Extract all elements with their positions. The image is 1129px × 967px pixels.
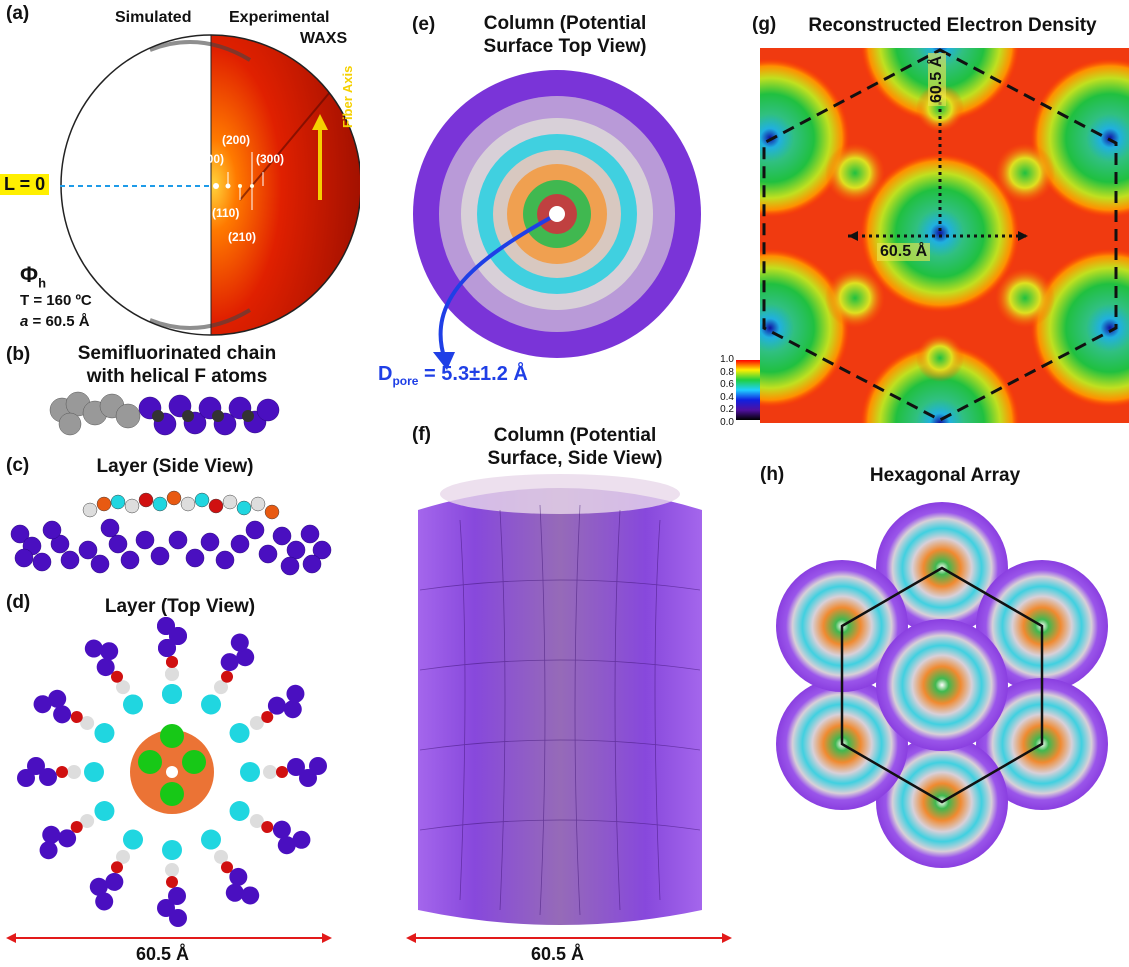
colorbar-tick: 0.6 <box>720 379 734 391</box>
electron-density-map <box>760 48 1129 423</box>
dim-h-arrow-left <box>848 231 858 241</box>
density-interstitial-6 <box>916 334 964 382</box>
panel-e-title: Column (Potential Surface Top View) <box>460 12 670 58</box>
density-interstitial-3 <box>825 268 885 328</box>
panel-h-label: (h) <box>760 464 785 485</box>
fiber-axis-label: Fiber Axis <box>340 65 355 128</box>
dpore-value: = 5.3±1.2 Å <box>418 363 528 385</box>
fiber-axis-arrowhead <box>312 114 328 130</box>
hex-outline <box>840 566 1044 804</box>
colorbar-ticks: 1.0 0.8 0.6 0.4 0.2 0.0 <box>706 354 734 430</box>
hkl-300: (300) <box>256 152 285 166</box>
phase-symbol: Φ <box>20 262 39 287</box>
density-cell-lower-right <box>1030 248 1129 408</box>
panel-b-title-line2: with helical F atoms <box>86 366 268 387</box>
density-interstitial-2 <box>995 143 1055 203</box>
phase-subscript: h <box>38 275 47 291</box>
colorbar-tick: 0.8 <box>720 366 734 378</box>
colorbar-tick: 0.0 <box>720 416 734 428</box>
column-side-view <box>418 474 702 925</box>
column-top-view <box>413 70 701 370</box>
density-cell-upper-right <box>1030 58 1129 218</box>
dpore-label: Dpore = 5.3±1.2 Å <box>378 363 528 388</box>
dpore-arrowhead <box>433 352 455 370</box>
column-top-cap <box>440 474 680 514</box>
panel-a-label: (a) <box>6 3 30 24</box>
scale-bar-middle-label: 60.5 Å <box>531 944 585 964</box>
experimental-half <box>211 35 360 335</box>
panel-c-label: (c) <box>6 455 30 476</box>
panel-b-title-line1: Semifluorinated chain <box>77 343 277 364</box>
waxs-pattern <box>60 34 360 336</box>
semifluorinated-chain <box>49 391 280 436</box>
panel-e-label: (e) <box>412 14 436 35</box>
hkl-210: (210) <box>228 230 257 244</box>
scale-bar-middle <box>406 933 732 943</box>
hkl-100: (100) <box>196 152 225 166</box>
beam-center <box>213 183 219 189</box>
colorbar-tick: 0.4 <box>720 391 734 403</box>
layer-side-view <box>10 490 332 576</box>
dpore-arrow <box>438 216 551 361</box>
phase-label: Φh <box>20 262 46 290</box>
hexagonal-array <box>776 502 1108 868</box>
panel-c-title: Layer (Side View) <box>96 456 254 477</box>
panel-g-title: Reconstructed Electron Density <box>808 15 1097 36</box>
unit-cell-hexagon <box>762 48 1118 422</box>
density-interstitial-1 <box>825 143 885 203</box>
hkl-110: (110) <box>212 206 240 220</box>
panel-f-title: Column (Potential Surface, Side View) <box>455 424 695 470</box>
panel-f-title-line2: Surface, Side View) <box>487 448 663 469</box>
sim-arc-top <box>149 40 252 62</box>
lattice-parameter-label: a = 60.5 Å <box>20 313 90 330</box>
scale-bar-left <box>6 933 332 943</box>
colorbar <box>736 360 760 420</box>
dpore-symbol: D <box>378 363 393 385</box>
l-zero-label: L = 0 <box>0 174 50 195</box>
panel-d-label: (d) <box>6 592 31 613</box>
temperature-label: T = 160 ºC <box>20 292 92 309</box>
hkl-200: (200) <box>222 133 251 147</box>
density-cell-center <box>860 153 1020 313</box>
pore <box>549 206 565 222</box>
panel-g-label: (g) <box>752 14 777 35</box>
panel-b-label: (b) <box>6 344 31 365</box>
sim-arc-bottom <box>149 308 252 330</box>
dpore-subscript: pore <box>392 374 419 388</box>
panel-f-title-line1: Column (Potential <box>493 425 657 446</box>
density-interstitial-4 <box>995 268 1055 328</box>
layer-core <box>130 724 214 814</box>
column-body <box>418 488 702 925</box>
colorbar-tick: 1.0 <box>720 354 734 365</box>
panel-e-title-line1: Column (Potential <box>483 13 647 34</box>
scale-bar-left-label: 60.5 Å <box>136 944 190 964</box>
density-cell-bottom <box>860 343 1020 423</box>
panel-b-title: Semifluorinated chain with helical F ato… <box>42 342 312 388</box>
lattice-symbol: a <box>20 313 29 330</box>
panel-h-title: Hexagonal Array <box>869 465 1021 486</box>
dim-vertical-label: 60.5 Å <box>928 52 946 106</box>
hex-column-center <box>876 619 1008 751</box>
lattice-value: = 60.5 Å <box>28 313 90 330</box>
panel-e-title-line2: Surface Top View) <box>483 36 647 57</box>
experimental-label: Experimental <box>229 9 330 26</box>
dim-h-arrow-right <box>1018 231 1028 241</box>
colorbar-tick: 0.2 <box>720 404 734 416</box>
dim-horizontal-label: 60.5 Å <box>877 243 931 261</box>
waxs-label: WAXS <box>300 30 348 47</box>
layer-top-view <box>17 617 327 927</box>
panel-d-title: Layer (Top View) <box>104 596 256 617</box>
panel-f-label: (f) <box>412 424 431 445</box>
simulated-label: Simulated <box>115 9 192 26</box>
column-texture <box>419 504 701 916</box>
